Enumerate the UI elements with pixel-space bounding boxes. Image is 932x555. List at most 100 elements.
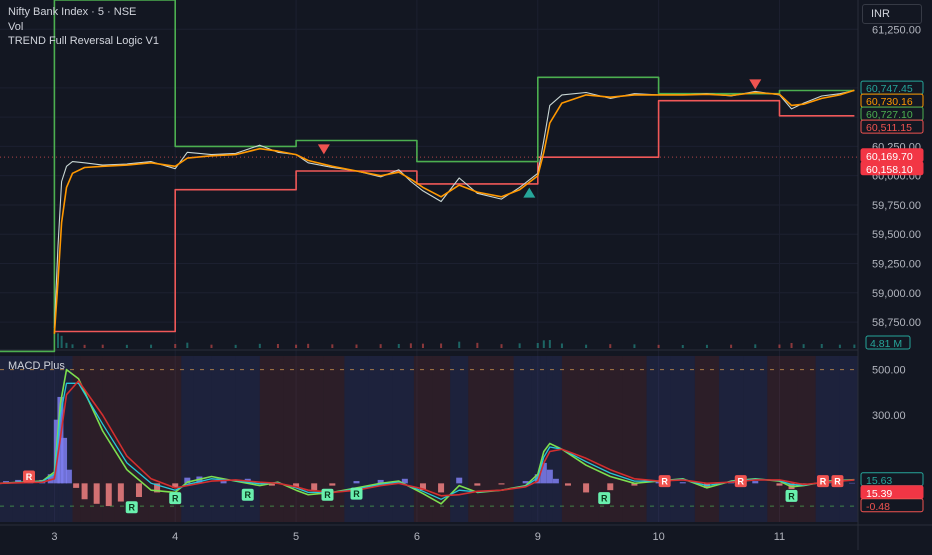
macd-background-shade [130,356,148,522]
macd-background-shade [532,356,541,522]
macd-histogram-bar [311,483,317,490]
macd-background-shade [260,356,284,522]
time-tick-label: 3 [51,531,57,543]
macd-value-badge-label: 15.63 [866,475,892,487]
macd-tick-label: 500.00 [872,365,906,377]
price-badge: 60,158.10 [861,162,923,176]
reversal-marker-bullish: R [126,501,138,513]
time-tick-label: 4 [172,531,178,543]
reversal-marker-label: R [128,503,135,513]
volume-bar [821,344,823,348]
macd-legend[interactable]: MACD Plus [8,360,65,373]
macd-background-shade [148,356,166,522]
macd-background-shade [553,356,562,522]
macd-histogram-bar [438,483,444,492]
volume-bar [803,344,805,348]
price-badge-label: 60,511.15 [866,122,912,134]
macd-background-shade [0,356,12,522]
macd-background-shade [468,356,489,522]
reversal-marker-bearish: R [817,475,829,487]
macd-histogram-bar [776,483,782,485]
macd-histogram-bar [752,481,758,483]
macd-background-shade [743,356,767,522]
reversal-marker-label: R [601,494,608,504]
time-tick-label: 9 [535,531,541,543]
symbol-title[interactable]: Nifty Bank Index · 5 · NSE [8,6,136,19]
currency-button[interactable]: INR [862,4,922,24]
macd-histogram-bar [118,483,124,501]
macd-background-shade [719,356,743,522]
price-badge-label: 60,169.70 [866,151,913,163]
price-tick-label: 59,750.00 [872,200,921,212]
price-tick-label: 59,000.00 [872,288,921,300]
macd-tick-label: 300.00 [872,410,906,422]
macd-histogram-bar [474,483,480,485]
macd-background-shade [767,356,785,522]
reversal-marker-label: R [661,477,668,487]
volume-bar [277,344,279,348]
volume-bar [307,344,309,348]
volume-bar [57,333,59,348]
macd-background-shade [562,356,577,522]
price-badge: 60,169.70 [861,149,923,163]
macd-background-shade [695,356,719,522]
indicator-legend[interactable]: TREND Full Reversal Logic V1 [8,35,159,48]
time-tick-label: 6 [414,531,420,543]
volume-bar [778,345,780,349]
volume-bar [126,345,128,348]
price-badge-label: 60,747.45 [866,83,913,95]
price-tick-label: 61,250.00 [872,24,921,36]
macd-background-shade [577,356,598,522]
volume-bar [61,336,63,348]
reversal-marker-label: R [244,490,251,500]
macd-background-shade [211,356,235,522]
volume-bar [658,345,660,348]
macd-histogram-bar [565,483,571,485]
macd-background-shade [547,356,553,522]
volume-bar [543,340,545,348]
macd-background-shade [541,356,547,522]
reversal-marker-label: R [172,494,179,504]
volume-legend[interactable]: Vol [8,21,23,34]
reversal-marker-bullish: R [350,488,362,500]
volume-bar [537,343,539,348]
reversal-marker-bearish: R [831,475,843,487]
macd-value-badge: 15.39 [861,486,923,500]
reversal-marker-bullish: R [598,492,610,504]
reversal-marker-label: R [738,477,745,487]
price-tick-label: 58,750.00 [872,317,921,329]
price-badge-label: 60,158.10 [866,164,913,176]
price-badge: 60,511.15 [861,120,923,134]
volume-badge: 4.81 M [866,336,910,350]
macd-histogram-bar [499,483,505,484]
macd-background-shade [36,356,46,522]
volume-bar [65,343,67,348]
volume-bar [186,343,188,348]
volume-bar [440,344,442,349]
macd-background-shade [514,356,532,522]
macd-histogram-bar [607,483,613,490]
macd-histogram-bar [66,470,72,484]
macd-background-shade [369,356,393,522]
macd-background-shade [181,356,193,522]
macd-value-badge-label: -0.48 [866,501,890,513]
macd-histogram-bar [73,483,79,488]
macd-background-shade [24,356,36,522]
volume-bar [561,344,563,349]
macd-histogram-bar [82,483,88,499]
volume-bar [422,344,424,348]
volume-bar [839,345,841,348]
macd-histogram-bar [353,481,359,483]
macd-background-shade [840,356,858,522]
volume-bar [682,345,684,348]
volume-bar [633,344,635,348]
macd-histogram-bar [329,483,335,485]
volume-bar [519,343,521,348]
macd-background-shade [489,356,513,522]
macd-histogram-bar [94,483,100,503]
macd-background-shade [66,356,72,522]
volume-bar [730,345,732,348]
macd-histogram-bar [136,483,142,497]
